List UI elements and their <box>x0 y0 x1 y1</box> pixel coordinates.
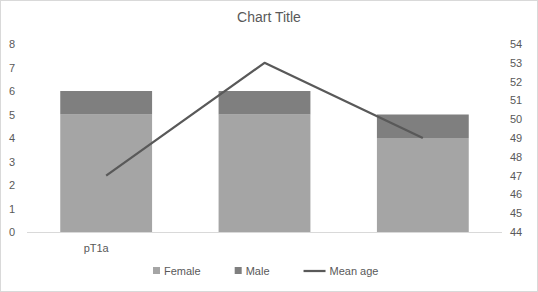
bar <box>377 115 469 139</box>
y-tick <box>24 185 27 186</box>
y-tick-label: 8 <box>9 38 15 50</box>
y-tick <box>24 67 27 68</box>
y2-tick <box>502 62 505 63</box>
bar <box>219 91 311 115</box>
y2-tick-label: 44 <box>510 226 522 238</box>
y-tick <box>24 208 27 209</box>
legend-label: Female <box>164 265 201 277</box>
y-tick <box>24 91 27 92</box>
y2-tick <box>502 44 505 45</box>
y2-tick <box>502 156 505 157</box>
y2-tick-label: 50 <box>510 113 522 125</box>
y2-tick <box>502 81 505 82</box>
y-tick-label: 2 <box>9 179 15 191</box>
legend-swatch <box>153 267 160 274</box>
y2-tick-label: 49 <box>510 132 522 144</box>
bar <box>219 115 311 233</box>
y-tick-label: 5 <box>9 109 15 121</box>
y-tick-label: 7 <box>9 62 15 74</box>
y-tick <box>24 138 27 139</box>
y2-tick-label: 54 <box>510 38 522 50</box>
line <box>106 63 423 176</box>
chart-border <box>1 1 538 292</box>
x-tick-label: pT1a <box>84 242 110 254</box>
y2-tick <box>502 232 505 233</box>
y2-tick-label: 52 <box>510 76 522 88</box>
bar <box>60 115 152 233</box>
y-tick-label: 3 <box>9 156 15 168</box>
y2-tick <box>502 100 505 101</box>
y2-tick-label: 48 <box>510 151 522 163</box>
legend-swatch <box>304 270 326 272</box>
x-axis-line <box>27 232 502 233</box>
y2-tick-label: 53 <box>510 57 522 69</box>
y-tick <box>24 232 27 233</box>
legend-label: Mean age <box>330 265 379 277</box>
y2-tick <box>502 194 505 195</box>
y2-tick <box>502 119 505 120</box>
y2-tick-label: 51 <box>510 94 522 106</box>
y-tick-label: 1 <box>9 203 15 215</box>
y2-tick-label: 45 <box>510 207 522 219</box>
bar <box>60 91 152 115</box>
y-tick-label: 0 <box>9 226 15 238</box>
y-tick <box>24 114 27 115</box>
y-tick <box>24 161 27 162</box>
y2-tick <box>502 138 505 139</box>
y2-tick-label: 46 <box>510 188 522 200</box>
y2-tick <box>502 175 505 176</box>
plot-marks <box>60 63 469 232</box>
y-tick-label: 6 <box>9 85 15 97</box>
chart-title: Chart Title <box>237 9 301 25</box>
chart-container: Chart Title01234567844454647484950515253… <box>0 0 538 292</box>
y2-tick-label: 47 <box>510 170 522 182</box>
y2-tick <box>502 213 505 214</box>
y-tick-label: 4 <box>9 132 15 144</box>
y-tick <box>24 44 27 45</box>
legend-label: Male <box>246 265 270 277</box>
bar <box>377 138 469 232</box>
chart-svg: Chart Title01234567844454647484950515253… <box>0 0 538 292</box>
legend-swatch <box>235 267 242 274</box>
